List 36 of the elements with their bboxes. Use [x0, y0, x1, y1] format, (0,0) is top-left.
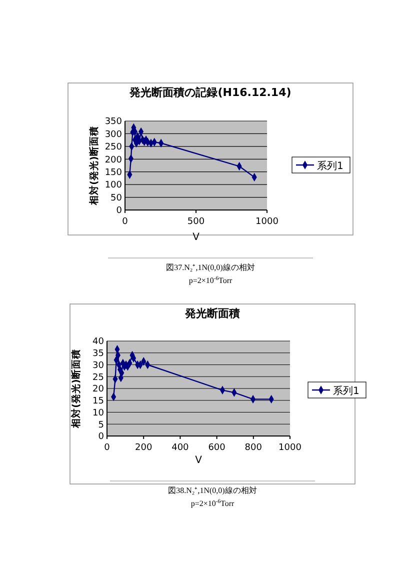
y-tick-label: 250 [104, 142, 122, 153]
x-axis-title: V [192, 232, 200, 243]
y-tick-label: 20 [92, 384, 104, 395]
y-tick-label: 10 [92, 408, 104, 418]
x-axis-title: V [195, 455, 202, 466]
legend-label: 系列1 [333, 385, 360, 397]
y-tick-label: 35 [92, 349, 104, 360]
y-tick-label: 30 [92, 360, 104, 371]
legend-label: 系列1 [317, 160, 344, 172]
y-tick-label: 300 [104, 130, 122, 140]
y-tick-label: 25 [92, 372, 104, 383]
y-tick-label: 0 [98, 432, 104, 442]
y-tick-label: 200 [104, 155, 122, 166]
chart-title: 発光断面積の記録(H16.12.14) [128, 86, 292, 99]
y-tick-label: 50 [110, 193, 122, 204]
x-tick-label: 200 [135, 443, 152, 453]
y-tick-label: 350 [104, 117, 122, 128]
text: p=2×10$^{-6}$Torr [190, 499, 235, 508]
caption: 図38.N₂⁺,1N(0,0)線の相対 [168, 486, 257, 495]
x-tick-label: 1000 [256, 217, 279, 227]
y-tick-label: 0 [116, 206, 122, 216]
y-axis-title: 相対(発光)断面積 [88, 126, 100, 206]
y-tick-label: 100 [104, 180, 122, 191]
x-tick-label: 400 [172, 443, 190, 453]
x-tick-label: 1000 [278, 443, 302, 453]
y-tick-label: 150 [104, 168, 122, 178]
y-axis-title: 相対(発光)断面積 [70, 349, 82, 429]
y-tick-label: 40 [92, 337, 104, 348]
y-tick-label: 5 [98, 420, 104, 430]
caption: 図37.N₂⁺,1N(0,0)線の相対 [166, 263, 255, 272]
x-tick-label: 800 [244, 443, 262, 453]
y-tick-label: 15 [92, 396, 104, 407]
x-tick-label: 600 [208, 443, 226, 453]
x-tick-label: 500 [187, 217, 205, 227]
chart-title: 発光断面積 [184, 307, 240, 320]
text: p=2×10$^{-6}$Torr [188, 276, 233, 285]
